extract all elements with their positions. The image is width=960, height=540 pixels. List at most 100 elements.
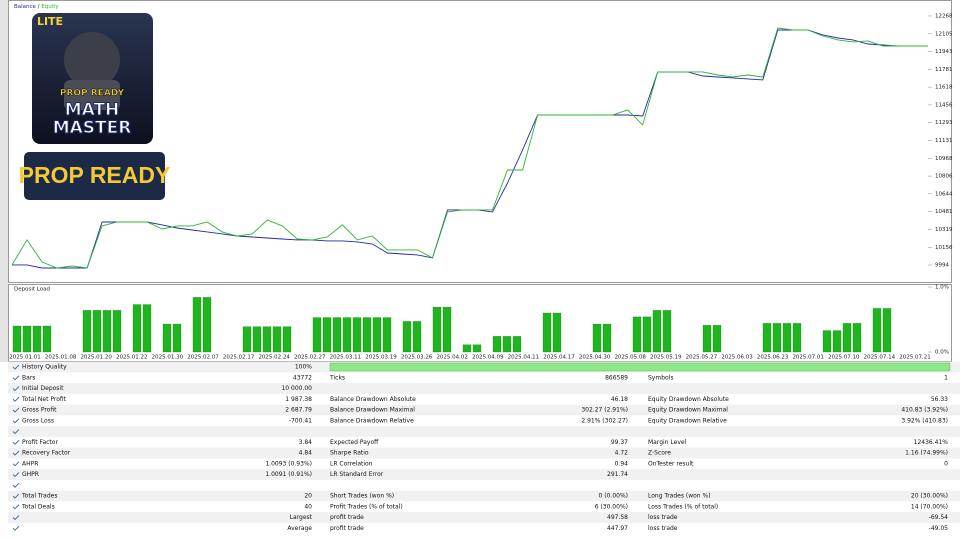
x-tick-label: 2025.01.08 xyxy=(45,355,77,361)
cell-label: Z-Score xyxy=(648,450,671,457)
bar xyxy=(472,344,482,353)
cell-label: Recovery Factor xyxy=(22,450,71,457)
cell-label: OnTester result xyxy=(648,460,694,467)
y-tick-label: 12105 xyxy=(935,31,953,37)
y-tick-label: 0.0% xyxy=(935,350,949,356)
cell-value: 46.18 xyxy=(611,396,628,403)
y-tick-label: 11293 xyxy=(935,120,953,126)
cell-value: 20 (30.00%) xyxy=(911,493,948,500)
promo-title-1: MATH xyxy=(65,100,120,120)
bar xyxy=(512,336,522,353)
cell-label: Long Trades (won %) xyxy=(648,493,711,500)
x-tick-label: 2025.04.17 xyxy=(543,355,575,361)
check-mark xyxy=(12,461,20,467)
x-tick-label: 2025.05.19 xyxy=(650,355,682,361)
x-tick-label: 2025.01.01 xyxy=(9,355,41,361)
cell-label: Balance Drawdown Maximal xyxy=(330,407,415,414)
cell-value: 43772 xyxy=(293,374,312,381)
cell-label: Gross Profit xyxy=(22,407,57,414)
x-tick-label: 2025.07.01 xyxy=(792,355,824,361)
bar xyxy=(592,323,602,353)
cell-value: 0.94 xyxy=(615,460,629,467)
bar xyxy=(502,336,512,353)
check-mark xyxy=(12,525,20,531)
bar xyxy=(772,323,782,353)
y-tick-label: 12268 xyxy=(935,13,953,19)
cell-value: 2.91% (302.27) xyxy=(581,417,628,424)
cell-value: 497.58 xyxy=(607,514,628,521)
y-tick-label: 11781 xyxy=(935,67,953,73)
bar xyxy=(312,317,322,353)
cell-value: 56.33 xyxy=(931,396,948,403)
bar xyxy=(702,325,712,353)
y-tick-label: 10644 xyxy=(935,191,953,197)
check-mark xyxy=(12,418,20,424)
x-tick-label: 2025.03.11 xyxy=(330,355,362,361)
bar xyxy=(242,326,252,353)
x-tick-label: 2025.07.10 xyxy=(828,355,860,361)
row-stripe xyxy=(8,447,960,459)
cell-value: 302.27 (2.91%) xyxy=(581,407,628,414)
cell-label: Symbols xyxy=(648,374,673,381)
deposit-title: Deposit Load xyxy=(14,287,50,293)
cell-value: 40 xyxy=(304,503,312,510)
cell-value: 1.0091 (0.91%) xyxy=(265,471,312,478)
x-tick-label: 2025.01.20 xyxy=(80,355,112,361)
row-stripe xyxy=(8,512,960,523)
cell-label: Total Trades xyxy=(21,493,57,500)
cell-value: -49.05 xyxy=(929,525,949,532)
cell-label: Ticks xyxy=(329,374,345,381)
bar xyxy=(822,330,832,353)
cell-label: Profit Factor xyxy=(22,439,58,446)
results-table: History Quality 100% Bars 43772 Ticks 866589 S… xyxy=(8,361,960,532)
bar xyxy=(462,344,472,353)
cell-label: Initial Deposit xyxy=(22,385,64,392)
x-tick-label: 2025.03.19 xyxy=(365,355,397,361)
cell-value: 0 (0.00%) xyxy=(599,493,628,500)
bar xyxy=(332,317,342,353)
check-mark xyxy=(12,504,20,510)
cell-value: 410.83 (3.92%) xyxy=(901,407,948,414)
check-mark xyxy=(12,515,20,521)
bar xyxy=(202,297,212,353)
cell-value: 0 xyxy=(944,460,948,467)
banner-text: PROP READY xyxy=(19,162,171,188)
cell-label: Sharpe Ratio xyxy=(330,450,369,457)
x-tick-label: 2025.04.30 xyxy=(579,355,611,361)
bar xyxy=(372,317,382,353)
y-tick-label: 10156 xyxy=(935,245,953,251)
bar xyxy=(282,326,292,353)
bar xyxy=(132,304,142,353)
cell-value: 12436.41% xyxy=(914,439,949,446)
balance-panel xyxy=(8,0,952,283)
bar xyxy=(352,317,362,353)
legend-separator: / xyxy=(36,4,41,10)
y-tick-label: 11456 xyxy=(935,102,953,108)
cell-label: Balance Drawdown Relative xyxy=(330,417,414,424)
legend-equity: Equity xyxy=(41,4,59,10)
cell-value: 447.97 xyxy=(607,525,628,532)
bar xyxy=(782,323,792,353)
cell-label: Expected Payoff xyxy=(330,439,379,446)
bar xyxy=(432,306,442,353)
cell-label: Equity Drawdown Absolute xyxy=(648,396,729,403)
bar xyxy=(712,325,722,353)
cell-value: 14 (70.00%) xyxy=(911,503,948,510)
cell-label: History Quality xyxy=(22,364,67,371)
bar xyxy=(32,325,42,353)
y-tick-label: 11618 xyxy=(935,85,953,91)
cell-value: 1 987.38 xyxy=(285,396,312,403)
x-tick-label: 2025.04.11 xyxy=(508,355,540,361)
bar xyxy=(872,308,882,353)
promo-subtitle: PROP READY xyxy=(60,89,125,99)
bar xyxy=(442,306,452,353)
cell-label: Equity Drawdown Relative xyxy=(648,417,727,424)
bar xyxy=(642,316,652,353)
cell-value: 291.74 xyxy=(607,471,628,478)
bar xyxy=(662,310,672,353)
cell-label: Total Deals xyxy=(21,503,55,510)
cell-value: 4.72 xyxy=(615,450,629,457)
bar xyxy=(102,310,112,353)
bar xyxy=(12,325,22,353)
bar xyxy=(602,323,612,353)
